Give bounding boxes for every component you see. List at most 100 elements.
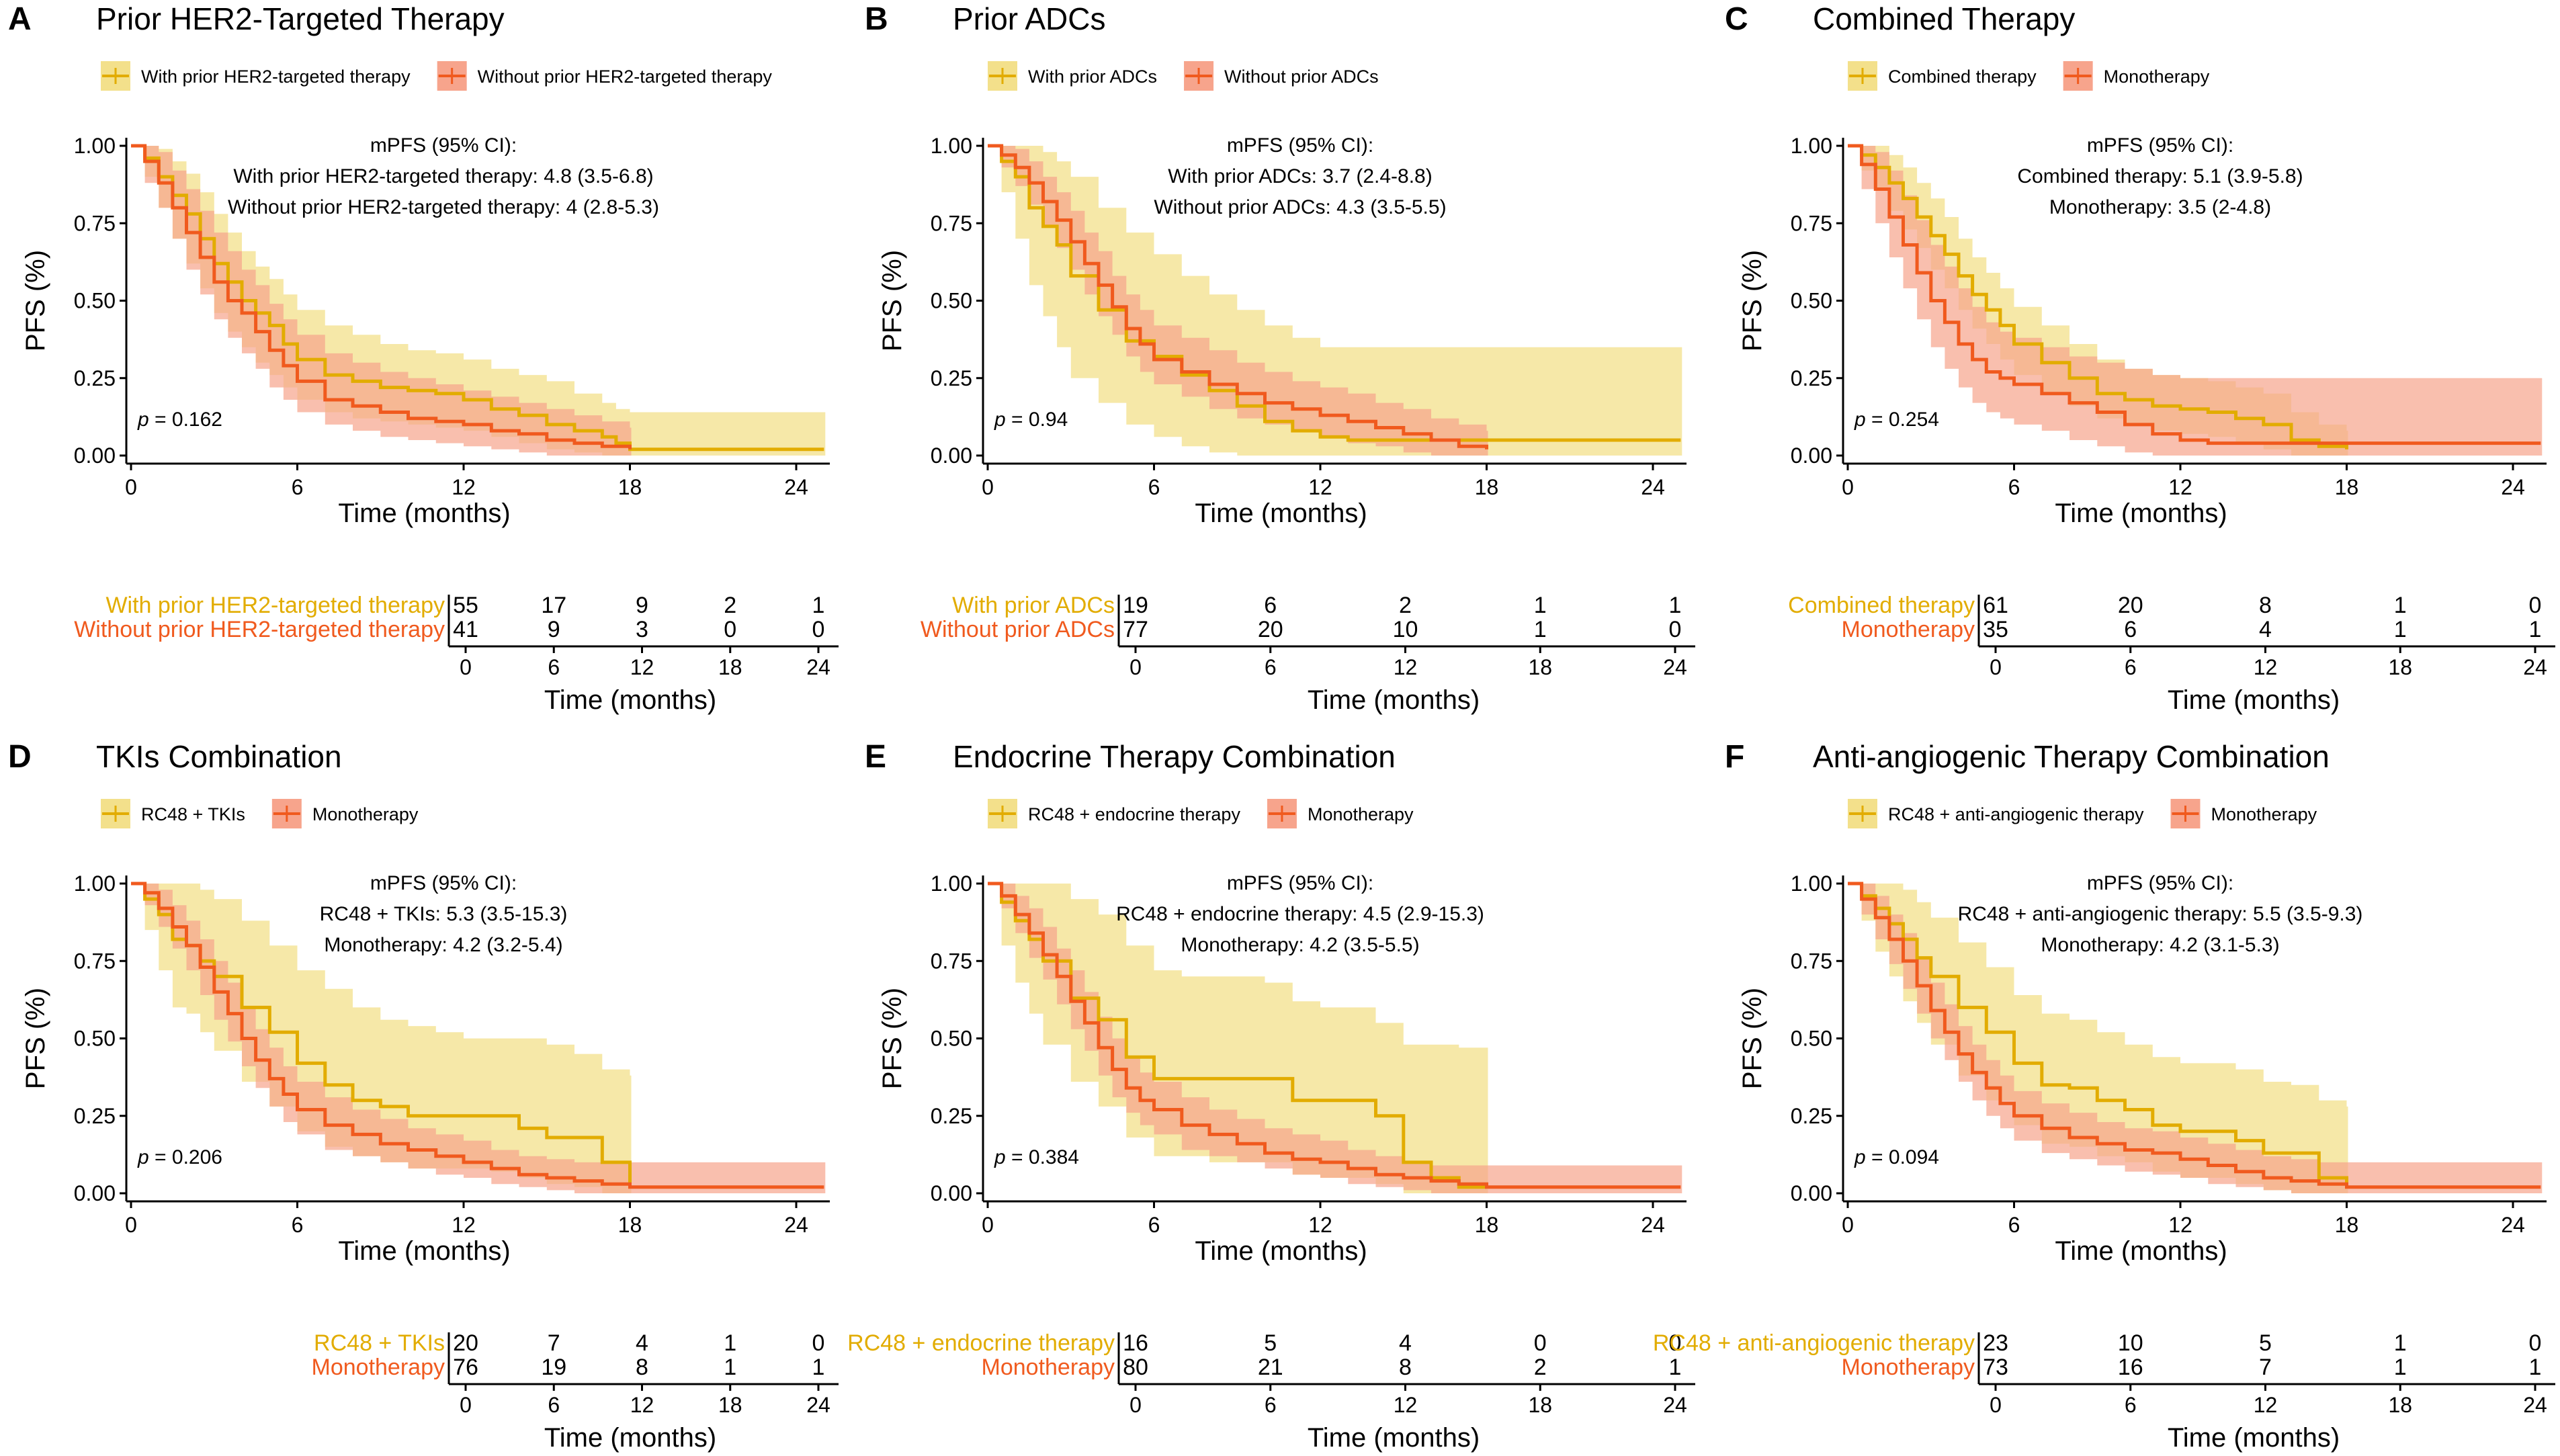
- panel-e-risk-1-4: 1: [1669, 1355, 1682, 1380]
- panel-c-ytick-label-4: 1.00: [1791, 134, 1832, 158]
- panel-f-risk-1-0: 73: [1983, 1355, 2008, 1380]
- panel-a-risk-1-1: 9: [548, 617, 560, 642]
- panel-a-risk-xtick-label-0: 0: [460, 655, 472, 679]
- panel-c-risk-xlabel: Time (months): [2168, 685, 2340, 715]
- panel-b-risk-xlabel: Time (months): [1308, 685, 1480, 715]
- panel-d-risk-xlabel: Time (months): [544, 1423, 716, 1453]
- panel-c-xtick-label-4: 24: [2501, 475, 2525, 499]
- panel-a-curve-0: [131, 144, 824, 452]
- panel-e: E Endocrine Therapy Combination RC48 + end…: [847, 739, 1695, 1453]
- panel-c-risk-xtick-label-3: 18: [2388, 655, 2412, 679]
- panel-a-risk-1-4: 0: [812, 617, 825, 642]
- panel-e-risk-xlabel: Time (months): [1308, 1423, 1480, 1453]
- panel-a-legend-0-label: With prior HER2-targeted therapy: [141, 67, 411, 87]
- panel-c-xlabel: Time (months): [2055, 499, 2227, 528]
- panel-f-xtick-label-4: 24: [2501, 1213, 2525, 1237]
- panel-f-annotation-1: Monotherapy: 4.2 (3.1-5.3): [2041, 934, 2279, 956]
- panel-c-xtick-label-3: 18: [2335, 475, 2359, 499]
- panel-b-risk-xtick-label-2: 12: [1394, 655, 1418, 679]
- panel-a-ci-heading: mPFS (95% CI):: [370, 134, 517, 157]
- panel-d-risk-0-2: 4: [636, 1330, 648, 1356]
- panel-b-risk-xtick-label-4: 24: [1663, 655, 1687, 679]
- panel-c-risk-name-0: Combined therapy: [1788, 593, 1975, 618]
- panel-d-xtick-label-1: 6: [292, 1213, 304, 1237]
- panel-d-legend-1-label: Monotherapy: [312, 804, 419, 824]
- panel-e-curve-1: [988, 882, 1681, 1189]
- panel-c-annotation-0: Combined therapy: 5.1 (3.9-5.8): [2017, 165, 2303, 187]
- panel-d-ytick-label-4: 1.00: [74, 871, 116, 896]
- panel-f-xtick-label-1: 6: [2008, 1213, 2020, 1237]
- panel-a-risk-1-0: 41: [453, 617, 478, 642]
- panel-e-risk-1-0: 80: [1123, 1355, 1148, 1380]
- panel-e-p-value: p = 0.384: [994, 1146, 1079, 1168]
- panel-e-ci-heading: mPFS (95% CI):: [1227, 872, 1373, 894]
- panel-b-xtick-label-1: 6: [1148, 475, 1160, 499]
- panel-f-annotation-0: RC48 + anti-angiogenic therapy: 5.5 (3.5…: [1958, 903, 2363, 925]
- panel-d-risk-name-0: RC48 + TKIs: [314, 1330, 445, 1356]
- panel-d-ytick-label-3: 0.75: [74, 949, 116, 973]
- panel-d-p-value: p = 0.206: [137, 1146, 222, 1168]
- panel-f-xlabel: Time (months): [2055, 1236, 2227, 1266]
- panel-f-risk-xtick-label-3: 18: [2388, 1393, 2412, 1417]
- panel-d-risk-0-0: 20: [453, 1330, 478, 1356]
- panel-a-xlabel: Time (months): [338, 499, 510, 528]
- panel-e-risk-0-4: 0: [1669, 1330, 1682, 1356]
- panel-e-legend-0-label: RC48 + endocrine therapy: [1028, 804, 1240, 824]
- panel-a-risk-0-0: 55: [453, 593, 478, 618]
- panel-c-risk-0-3: 1: [2394, 593, 2407, 618]
- panel-e-risk-1-2: 8: [1399, 1355, 1412, 1380]
- panel-d-risk-0-3: 1: [724, 1330, 736, 1356]
- panel-a-ytick-label-2: 0.50: [74, 289, 116, 313]
- panel-c-risk-name-1: Monotherapy: [1842, 617, 1975, 642]
- panel-f-p-symbol: p: [1854, 1146, 1871, 1168]
- panel-d-title: TKIs Combination: [96, 739, 342, 774]
- panel-f-title: Anti-angiogenic Therapy Combination: [1813, 739, 2330, 774]
- panel-c-risk-0-2: 8: [2259, 593, 2272, 618]
- panel-e-xtick-label-1: 6: [1148, 1213, 1160, 1237]
- panel-b-annotation-0: With prior ADCs: 3.7 (2.4-8.8): [1168, 165, 1432, 187]
- panel-e-legend-1-label: Monotherapy: [1308, 804, 1414, 824]
- panel-d-risk-xtick-label-2: 12: [630, 1393, 654, 1417]
- panel-d-xtick-label-2: 12: [452, 1213, 476, 1237]
- panel-a-p-number: = 0.162: [155, 409, 222, 431]
- panel-a-annotation-1: Without prior HER2-targeted therapy: 4 (…: [228, 196, 659, 218]
- panel-f-band-0: [1848, 884, 2348, 1193]
- panel-b-risk-0-2: 2: [1399, 593, 1412, 618]
- panel-a-risk-xlabel: Time (months): [544, 685, 716, 715]
- panel-c-band-1: [1848, 146, 2543, 456]
- panel-c-ytick-label-2: 0.50: [1791, 289, 1832, 313]
- panel-c-risk-xtick-label-1: 6: [2125, 655, 2137, 679]
- panel-b-risk-name-0: With prior ADCs: [952, 593, 1115, 618]
- panel-a-risk-1-3: 0: [724, 617, 736, 642]
- panel-c-ytick-label-1: 0.25: [1791, 366, 1832, 390]
- panel-d-curve-0: [131, 882, 632, 1187]
- panel-d-curve-1: [131, 882, 824, 1189]
- panel-f-risk-0-3: 1: [2394, 1330, 2407, 1356]
- panel-e-band-1: [988, 884, 1682, 1193]
- panel-e-p-number: = 0.384: [1011, 1146, 1079, 1168]
- panel-c-title: Combined Therapy: [1813, 1, 2075, 36]
- panel-b-annotation-1: Without prior ADCs: 4.3 (3.5-5.5): [1154, 196, 1446, 218]
- panel-f-risk-1-3: 1: [2394, 1355, 2407, 1380]
- panel-d-ytick-label-0: 0.00: [74, 1181, 116, 1205]
- panel-d-risk-1-0: 76: [453, 1355, 478, 1380]
- panel-c-risk-1-0: 35: [1983, 617, 2008, 642]
- panel-f-risk-0-2: 5: [2259, 1330, 2272, 1356]
- panel-a-xtick-label-4: 24: [784, 475, 808, 499]
- panel-a-xtick-label-3: 18: [618, 475, 642, 499]
- panel-f-risk-xtick-label-4: 24: [2523, 1393, 2547, 1417]
- panel-b-title: Prior ADCs: [953, 1, 1105, 36]
- panel-d-risk-xtick-label-4: 24: [806, 1393, 830, 1417]
- panel-e-letter: E: [865, 739, 886, 775]
- panel-b-risk-0-4: 1: [1669, 593, 1682, 618]
- panel-b-xlabel: Time (months): [1195, 499, 1367, 528]
- panel-a-curve-1: [131, 144, 632, 449]
- panel-c-risk-1-4: 1: [2529, 617, 2542, 642]
- panel-b-risk-xtick-label-1: 6: [1265, 655, 1277, 679]
- panel-b-ytick-label-1: 0.25: [931, 366, 972, 390]
- panel-b-risk-xtick-label-0: 0: [1129, 655, 1142, 679]
- panel-d-p-symbol: p: [137, 1146, 155, 1168]
- panel-c-risk-xtick-label-0: 0: [1990, 655, 2002, 679]
- panel-b-risk-1-1: 20: [1258, 617, 1283, 642]
